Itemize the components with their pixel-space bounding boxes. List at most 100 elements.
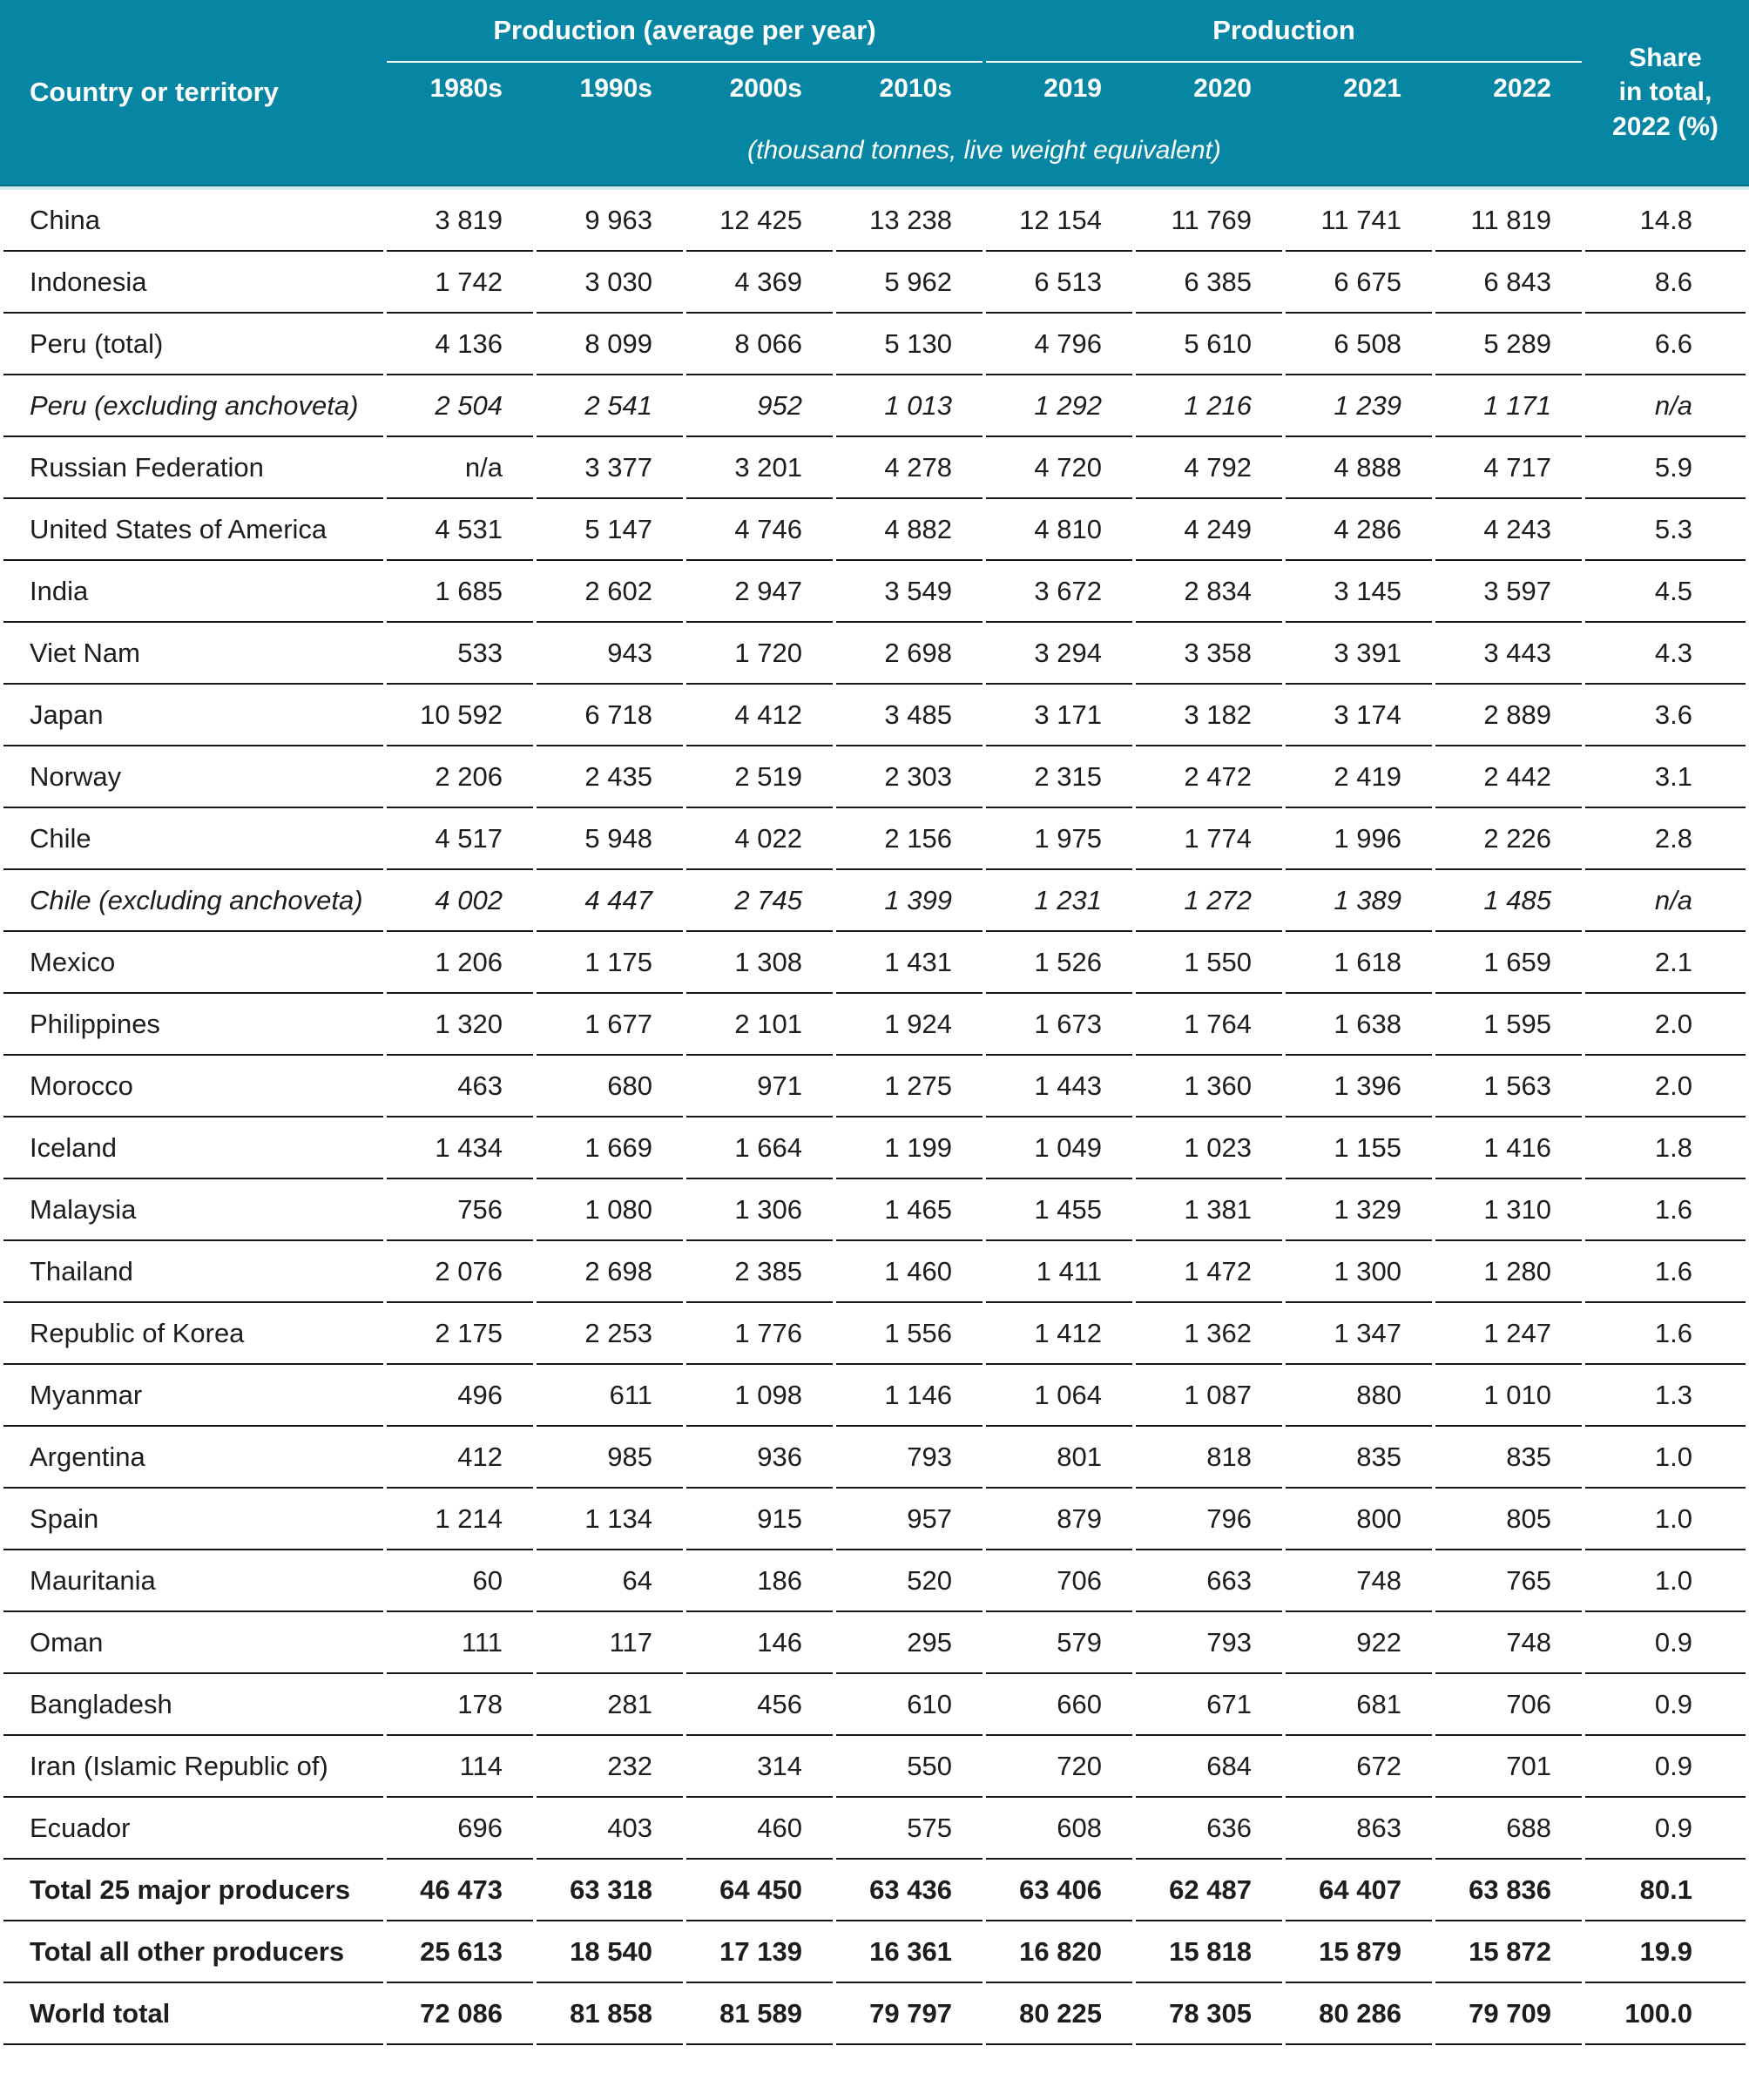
country-cell: Mauritania <box>3 1550 383 1612</box>
value-cell: 3 358 <box>1136 623 1282 685</box>
value-cell: 4 002 <box>387 870 533 932</box>
country-cell: Total all other producers <box>3 1921 383 1983</box>
value-cell: 1 275 <box>836 1056 983 1118</box>
value-cell: 1 411 <box>986 1241 1132 1303</box>
value-cell: 3 145 <box>1286 561 1432 623</box>
value-cell: 801 <box>986 1427 1132 1489</box>
value-cell: 1 618 <box>1286 932 1432 994</box>
table-row: Iran (Islamic Republic of) 114 232 314 550 72… <box>3 1736 1746 1798</box>
table-row: World total 72 086 81 858 81 589 79 797 80 22… <box>3 1983 1746 2045</box>
country-cell: United States of America <box>3 499 383 561</box>
value-cell: 680 <box>537 1056 683 1118</box>
country-cell: Iceland <box>3 1118 383 1179</box>
value-cell: 16 820 <box>986 1921 1132 1983</box>
value-cell: 1 329 <box>1286 1179 1432 1241</box>
value-cell: 915 <box>686 1489 833 1550</box>
share-cell: 2.0 <box>1585 1056 1746 1118</box>
value-cell: 496 <box>387 1365 533 1427</box>
value-cell: 46 473 <box>387 1860 533 1921</box>
value-cell: 3 174 <box>1286 685 1432 746</box>
value-cell: 4 447 <box>537 870 683 932</box>
value-cell: 4 888 <box>1286 437 1432 499</box>
country-cell: Peru (excluding anchoveta) <box>3 375 383 437</box>
value-cell: 533 <box>387 623 533 685</box>
value-cell: 18 540 <box>537 1921 683 1983</box>
value-cell: 706 <box>1435 1674 1582 1736</box>
production-table: China 3 819 9 963 12 425 13 238 12 154 11 769 1… <box>0 190 1749 2045</box>
value-cell: 4 882 <box>836 499 983 561</box>
value-cell: 1 098 <box>686 1365 833 1427</box>
value-cell: 1 677 <box>537 994 683 1056</box>
value-cell: 818 <box>1136 1427 1282 1489</box>
value-cell: 6 718 <box>537 685 683 746</box>
table-row: Total all other producers 25 613 18 540 17 … <box>3 1921 1746 1983</box>
value-cell: 1 199 <box>836 1118 983 1179</box>
col-header-1980s: 1980s <box>429 74 503 103</box>
header-dark-divider <box>0 185 1749 186</box>
value-cell: 1 659 <box>1435 932 1582 994</box>
value-cell: 1 280 <box>1435 1241 1582 1303</box>
value-cell: 520 <box>836 1550 983 1612</box>
value-cell: 11 741 <box>1286 190 1432 252</box>
value-cell: 2 385 <box>686 1241 833 1303</box>
value-cell: 2 253 <box>537 1303 683 1365</box>
value-cell: 3 819 <box>387 190 533 252</box>
value-cell: 1 996 <box>1286 808 1432 870</box>
value-cell: 1 239 <box>1286 375 1432 437</box>
value-cell: 1 362 <box>1136 1303 1282 1365</box>
table-row: Mauritania 60 64 186 520 706 663 748 765 1.0 <box>3 1550 1746 1612</box>
country-cell: Ecuador <box>3 1798 383 1860</box>
value-cell: 60 <box>387 1550 533 1612</box>
value-cell: 6 508 <box>1286 314 1432 375</box>
value-cell: 79 709 <box>1435 1983 1582 2045</box>
share-cell: 6.6 <box>1585 314 1746 375</box>
production-group-title: Production <box>1212 15 1355 45</box>
col-header-1990s: 1990s <box>579 74 652 103</box>
value-cell: 796 <box>1136 1489 1282 1550</box>
value-cell: 663 <box>1136 1550 1282 1612</box>
table-row: Mexico 1 206 1 175 1 308 1 431 1 526 1 550 1 61… <box>3 932 1746 994</box>
value-cell: 63 436 <box>836 1860 983 1921</box>
value-cell: 1 247 <box>1435 1303 1582 1365</box>
value-cell: 4 243 <box>1435 499 1582 561</box>
value-cell: 2 698 <box>836 623 983 685</box>
value-cell: 2 519 <box>686 746 833 808</box>
value-cell: 1 080 <box>537 1179 683 1241</box>
value-cell: 1 595 <box>1435 994 1582 1056</box>
country-cell: Viet Nam <box>3 623 383 685</box>
value-cell: 684 <box>1136 1736 1282 1798</box>
value-cell: 1 742 <box>387 252 533 314</box>
value-cell: 611 <box>537 1365 683 1427</box>
value-cell: 13 238 <box>836 190 983 252</box>
value-cell: 1 460 <box>836 1241 983 1303</box>
value-cell: 4 136 <box>387 314 533 375</box>
value-cell: 952 <box>686 375 833 437</box>
col-header-2022: 2022 <box>1493 74 1551 103</box>
value-cell: 11 819 <box>1435 190 1582 252</box>
share-cell: 19.9 <box>1585 1921 1746 1983</box>
value-cell: 1 134 <box>537 1489 683 1550</box>
value-cell: 2 602 <box>537 561 683 623</box>
value-cell: 3 672 <box>986 561 1132 623</box>
header-pale-divider <box>0 186 1749 190</box>
table-row: Malaysia 756 1 080 1 306 1 465 1 455 1 381 1 32… <box>3 1179 1746 1241</box>
value-cell: 1 664 <box>686 1118 833 1179</box>
share-cell: 5.9 <box>1585 437 1746 499</box>
value-cell: 1 396 <box>1286 1056 1432 1118</box>
country-cell: Peru (total) <box>3 314 383 375</box>
value-cell: 1 485 <box>1435 870 1582 932</box>
value-cell: 1 443 <box>986 1056 1132 1118</box>
share-cell: 5.3 <box>1585 499 1746 561</box>
share-header-line1: Share <box>1629 43 1702 72</box>
country-cell: Argentina <box>3 1427 383 1489</box>
value-cell: 2 834 <box>1136 561 1282 623</box>
country-cell: Republic of Korea <box>3 1303 383 1365</box>
value-cell: 2 315 <box>986 746 1132 808</box>
value-cell: 1 216 <box>1136 375 1282 437</box>
value-cell: 608 <box>986 1798 1132 1860</box>
value-cell: 8 066 <box>686 314 833 375</box>
value-cell: 4 278 <box>836 437 983 499</box>
value-cell: 2 504 <box>387 375 533 437</box>
table-row: Peru (total) 4 136 8 099 8 066 5 130 4 796 5 6… <box>3 314 1746 375</box>
value-cell: 636 <box>1136 1798 1282 1860</box>
